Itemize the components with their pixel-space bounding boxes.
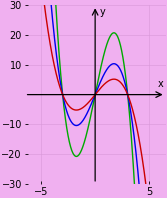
- Text: x: x: [157, 79, 163, 89]
- Text: y: y: [100, 7, 105, 17]
